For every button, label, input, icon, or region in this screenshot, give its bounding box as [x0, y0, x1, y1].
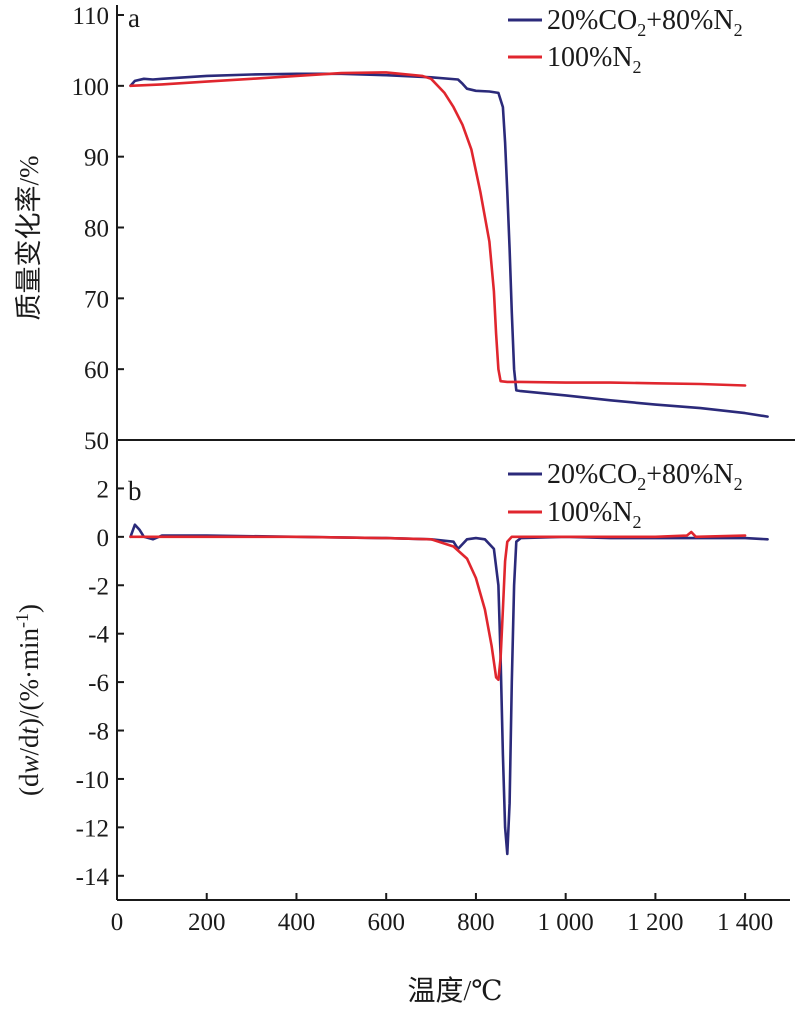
x-tick-label: 1 200: [627, 909, 683, 936]
panel-a-line-n2: [129, 71, 747, 387]
panel-a-ytick-label: 50: [84, 428, 109, 455]
panel-a-ylabel: 质量变化率/%: [14, 156, 44, 321]
panel-a-ytick-label: 70: [84, 286, 109, 313]
panel-b-ytick-label: -14: [76, 864, 110, 891]
panel-b-ytick-label: -4: [88, 622, 109, 649]
panel-b-ylabel: (dw/dt)/(%·min-1): [12, 604, 44, 796]
panel-b-label: b: [128, 476, 142, 506]
panel-a-ytick-label: 110: [72, 3, 109, 30]
x-tick-label: 600: [367, 909, 405, 936]
panel-a-ytick-label: 80: [84, 216, 109, 243]
legend-a: 20%CO2+80%N2 100%N2: [508, 5, 743, 77]
panel-a-ytick-label: 90: [84, 145, 109, 172]
legend-b-label-co2: 20%CO2+80%N2: [547, 459, 743, 494]
panel-b-ytick-label: -2: [88, 573, 109, 600]
panel-b-axes: -14 -12 -10 -8 -6 -4 -2 0 2 0 200 400 600 800 1 000 1 2…: [76, 440, 790, 936]
panel-b-ytick-label: 0: [97, 525, 110, 552]
x-tick-label: 200: [188, 909, 226, 936]
x-tick-label: 0: [111, 909, 124, 936]
legend-a-label-n2: 100%N2: [547, 42, 642, 77]
legend-b-label-n2: 100%N2: [547, 497, 642, 532]
x-axis-label: 温度/℃: [407, 975, 502, 1007]
panel-a-line-co2-n2: [129, 72, 769, 418]
panel-b-ytick-label: -12: [76, 815, 109, 842]
x-tick-label: 1 000: [538, 909, 594, 936]
panel-b-line-co2-n2: [129, 523, 769, 856]
panel-b-series: [129, 523, 769, 856]
panel-b-ytick-label: -6: [88, 670, 109, 697]
legend-a-label-co2: 20%CO2+80%N2: [547, 5, 743, 40]
panel-a-series: [129, 71, 769, 418]
x-tick-label: 800: [457, 909, 495, 936]
x-tick-label: 1 400: [717, 909, 773, 936]
legend-b: 20%CO2+80%N2 100%N2: [508, 459, 743, 532]
panel-b-ytick-label: -8: [88, 719, 109, 746]
panel-a-ytick-label: 100: [72, 74, 110, 101]
x-tick-label: 400: [278, 909, 316, 936]
panel-b-ytick-label: 2: [97, 476, 110, 503]
panel-a-axes: 50 60 70 80 90 100 110: [72, 3, 795, 455]
panel-a-ytick-label: 60: [84, 357, 109, 384]
panel-b-line-n2: [129, 530, 747, 681]
panel-a-label: a: [128, 3, 140, 33]
panel-b-ytick-label: -10: [76, 767, 109, 794]
